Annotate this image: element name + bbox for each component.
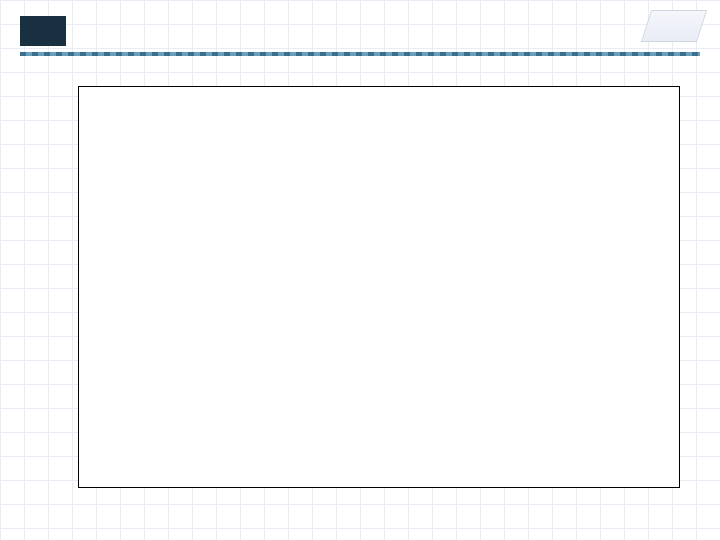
title-bar <box>20 8 700 62</box>
decor-icon <box>641 10 707 42</box>
title-underline <box>20 52 700 56</box>
title-chip <box>20 16 66 46</box>
exclusion-plot <box>78 86 680 488</box>
